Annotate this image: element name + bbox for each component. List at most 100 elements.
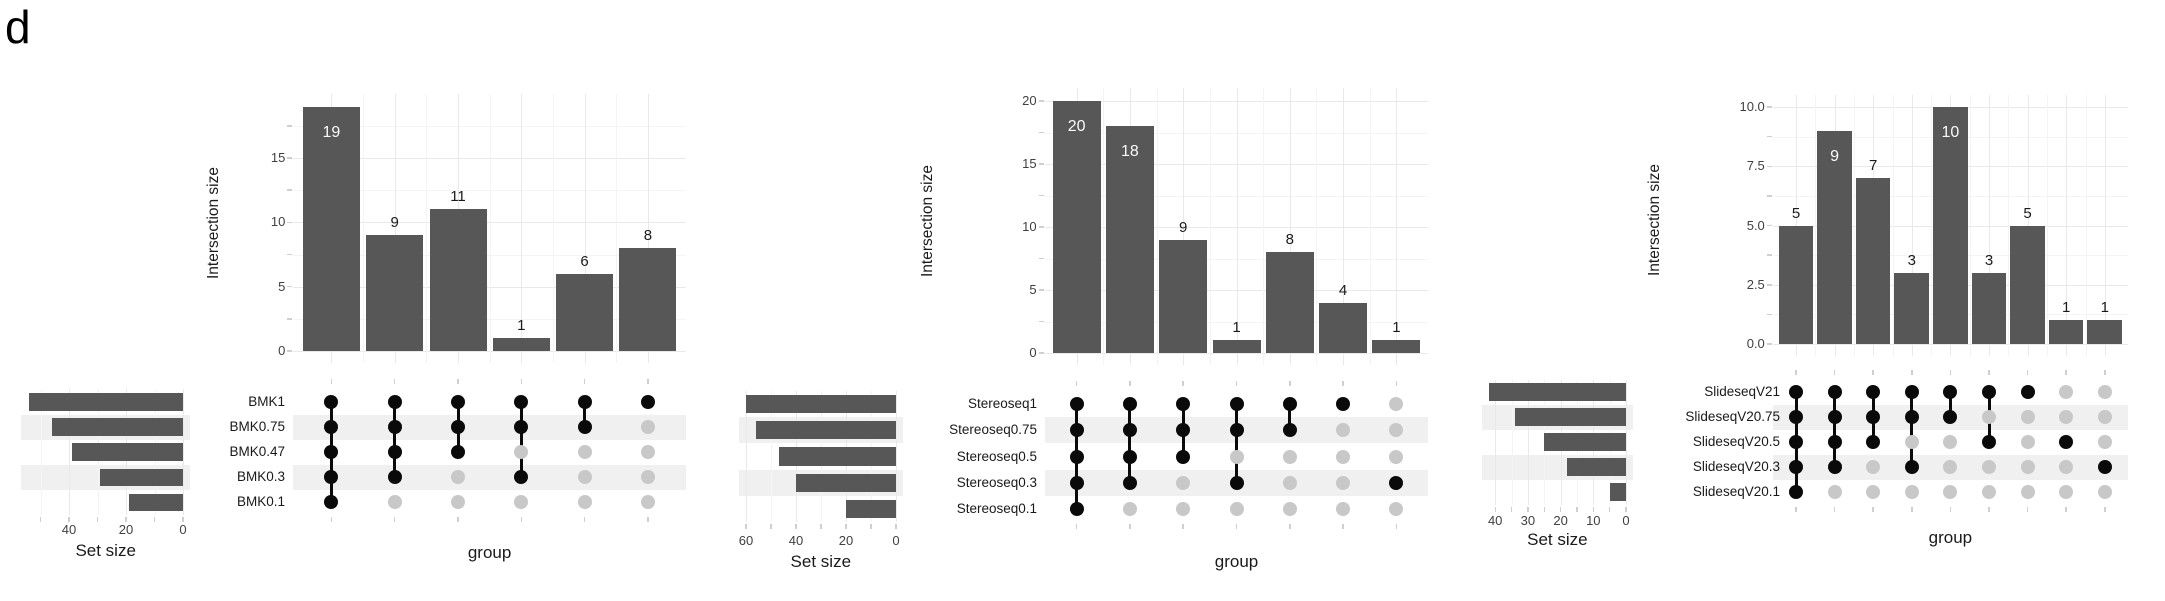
matrix-dot-filled	[1827, 385, 1842, 399]
y-axis-tick	[1766, 284, 1772, 286]
matrix-dot-filled	[1866, 385, 1881, 399]
matrix-column-tick	[1182, 524, 1184, 530]
set-size-axis-tick	[1527, 506, 1529, 512]
x-axis-title: group	[1928, 528, 1973, 547]
matrix-row-stripe	[293, 464, 686, 490]
matrix-dot-filled	[1904, 410, 1919, 424]
intersection-bar	[2010, 225, 2045, 344]
x-axis-title: group	[1214, 552, 1259, 571]
set-size-bar	[1609, 483, 1627, 501]
matrix-dot-filled	[1982, 385, 1996, 399]
matrix-column-tick	[1988, 506, 1990, 512]
matrix-dot-empty	[640, 470, 655, 485]
intersection-bar-label: 1	[2100, 299, 2109, 317]
matrix-dot-filled	[1122, 423, 1137, 438]
set-size-bar	[756, 421, 896, 440]
matrix-dot-empty	[2097, 385, 2112, 399]
set-size-bar	[796, 473, 896, 493]
matrix-dot-filled	[1789, 460, 1803, 474]
set-size-axis-tick	[845, 524, 847, 530]
matrix-dot-empty	[2059, 410, 2074, 424]
set-size-axis-tick-minor	[96, 516, 99, 522]
grid-line-x-major	[2066, 95, 2068, 357]
matrix-dot-filled	[1827, 410, 1842, 424]
intersection-bar	[1212, 340, 1261, 353]
matrix-column-tick	[393, 516, 396, 522]
y-axis-tick	[1766, 343, 1772, 345]
set-size-grid-line	[1626, 379, 1627, 505]
grid-line-x-minor	[489, 94, 491, 363]
matrix-dot-filled	[387, 395, 402, 409]
matrix-dot-filled	[1122, 475, 1137, 490]
intersection-bar	[1319, 302, 1368, 353]
set-size-grid-line	[1527, 379, 1529, 505]
set-label: SlideseqV20.3	[1692, 459, 1780, 474]
grid-line-x-minor	[616, 94, 618, 363]
intersection-bar-label: 1	[1392, 319, 1401, 337]
grid-line-x-minor	[1931, 95, 1933, 357]
grid-line-y-minor	[1044, 195, 1429, 197]
set-size-tick-label: 40	[788, 533, 804, 548]
intersection-bar	[1933, 107, 1968, 344]
matrix-column-tick	[1911, 506, 1913, 512]
x-axis-tick	[1911, 369, 1913, 375]
matrix-dot-filled	[1122, 449, 1137, 464]
grid-line-x-minor	[1892, 95, 1894, 357]
matrix-dot-empty	[1176, 475, 1191, 490]
grid-line-x-minor	[1369, 88, 1371, 365]
matrix-dot-filled	[1069, 423, 1084, 438]
matrix-dot-empty	[2059, 485, 2074, 499]
grid-line-x-minor	[552, 94, 554, 363]
set-size-bar	[1488, 383, 1626, 401]
set-size-axis-tick-minor	[1608, 506, 1611, 512]
matrix-dot-empty	[1282, 475, 1297, 490]
matrix-dot-filled	[387, 445, 402, 460]
intersection-bar-label: 8	[643, 227, 653, 244]
set-label: BMK0.1	[236, 494, 285, 510]
grid-line-x-major	[647, 94, 649, 363]
matrix-dot-filled	[2059, 435, 2074, 449]
x-axis-tick	[1833, 369, 1836, 375]
matrix-dot-empty	[2020, 435, 2035, 449]
matrix-dot-filled	[451, 420, 465, 435]
x-axis-tick	[1235, 380, 1238, 386]
matrix-dot-filled	[324, 420, 339, 435]
x-axis-tick	[457, 379, 459, 385]
intersection-bar	[619, 248, 677, 351]
y-axis-tick	[1766, 106, 1772, 108]
matrix-dot-empty	[577, 470, 592, 485]
matrix-column-tick	[1949, 506, 1952, 512]
matrix-dot-empty	[387, 495, 402, 510]
matrix-dot-filled	[1389, 475, 1404, 490]
set-size-axis-tick	[182, 516, 184, 522]
set-size-grid-line	[746, 390, 747, 523]
intersection-bar-label: 9	[1179, 218, 1188, 236]
y-axis-tick-minor	[287, 318, 293, 320]
intersection-bar-label: 7	[1869, 157, 1878, 175]
set-size-tick-label: 40	[61, 522, 77, 537]
y-axis-tick-minor	[287, 125, 293, 127]
x-axis-tick	[1949, 369, 1952, 375]
matrix-column-tick	[457, 516, 459, 522]
y-axis-tick-minor	[287, 253, 293, 256]
matrix-dot-filled	[1069, 475, 1084, 490]
matrix-dot-empty	[1336, 449, 1351, 464]
set-size-bar	[100, 468, 183, 487]
matrix-dot-filled	[387, 420, 402, 435]
matrix-dot-filled	[1336, 397, 1351, 411]
set-label: SlideseqV20.1	[1692, 484, 1780, 499]
matrix-dot-empty	[451, 470, 465, 485]
intersection-bar	[1372, 340, 1421, 353]
matrix-dot-filled	[1069, 397, 1084, 411]
matrix-dot-empty	[1904, 435, 1919, 449]
set-label: SlideseqV20.75	[1685, 409, 1780, 424]
y-tick-label: 5.0	[1746, 217, 1765, 233]
matrix-dot-filled	[1229, 397, 1244, 411]
matrix-column-tick	[1395, 524, 1398, 530]
set-size-axis-tick-minor	[870, 524, 872, 530]
y-axis-tick-minor	[1766, 195, 1772, 197]
matrix-dot-empty	[1229, 502, 1244, 517]
grid-line-x-major	[1343, 88, 1345, 365]
set-size-tick-label: 30	[1520, 513, 1536, 528]
